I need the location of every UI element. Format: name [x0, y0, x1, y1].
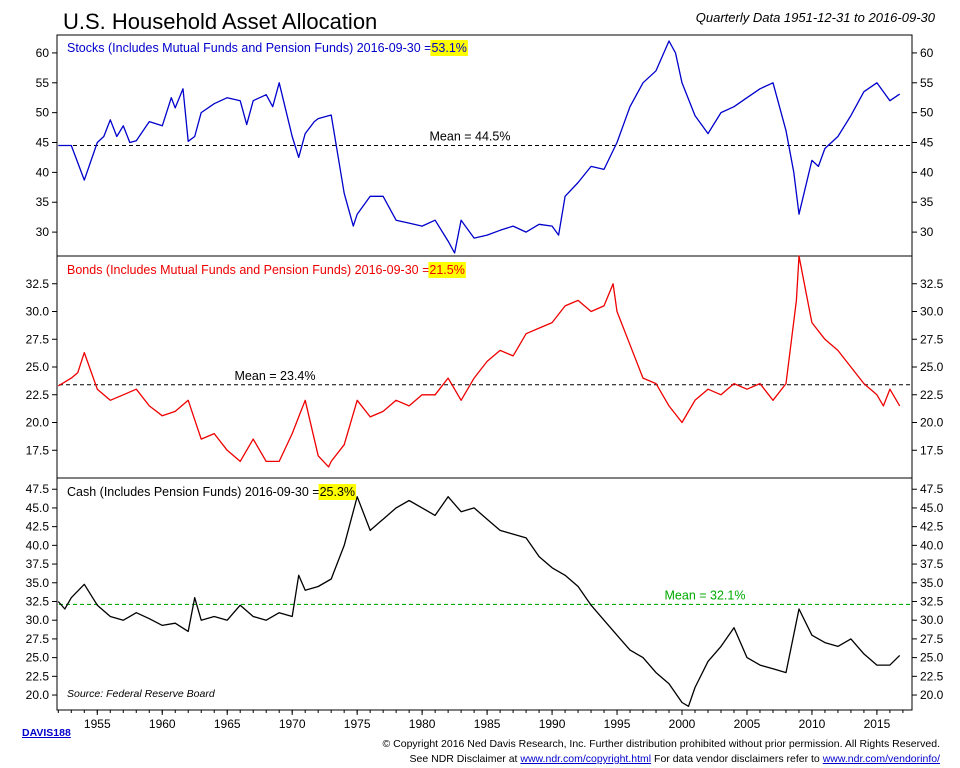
- stocks-ytick-label-right: 30: [920, 225, 934, 239]
- cash-ytick-label-right: 22.5: [920, 669, 944, 683]
- stocks-ytick-label-left: 30: [36, 225, 50, 239]
- stocks-value-highlight: [430, 40, 468, 56]
- stocks-ytick-label-right: 35: [920, 195, 934, 209]
- bonds-ytick-label-left: 17.5: [26, 443, 50, 457]
- stocks-ytick-label-right: 55: [920, 76, 934, 90]
- bonds-ytick-label-right: 20.0: [920, 416, 944, 430]
- bonds-value-highlight: [428, 262, 466, 278]
- cash-ytick-label-left: 32.5: [26, 594, 50, 608]
- cash-ytick-label-left: 42.5: [26, 520, 50, 534]
- bonds-ytick-label-right: 17.5: [920, 443, 944, 457]
- cash-ytick-label-right: 32.5: [920, 594, 944, 608]
- cash-ytick-label-right: 40.0: [920, 538, 944, 552]
- cash-ytick-label-right: 47.5: [920, 482, 944, 496]
- stocks-ytick-label-left: 40: [36, 165, 50, 179]
- bonds-frame: [56, 255, 913, 479]
- bonds-ytick-label-right: 32.5: [920, 277, 944, 291]
- cash-ytick-label-left: 47.5: [26, 482, 50, 496]
- stocks-ytick-label-right: 45: [920, 136, 934, 150]
- copyright-line: © Copyright 2016 Ned Davis Research, Inc…: [382, 738, 941, 750]
- stocks-series-label: Stocks (Includes Mutual Funds and Pensio…: [67, 41, 431, 55]
- cash-value-highlight: [318, 484, 357, 500]
- bonds-mean-label: Mean = 23.4%: [235, 369, 316, 383]
- cash-ytick-label-right: 27.5: [920, 632, 944, 646]
- x-tick-label: 1990: [539, 717, 566, 731]
- x-tick-label: 1960: [149, 717, 176, 731]
- cash-series-label: Cash (Includes Pension Funds) 2016-09-30…: [67, 485, 320, 499]
- reference-code-link[interactable]: DAVIS188: [22, 727, 71, 739]
- chart-title: U.S. Household Asset Allocation: [63, 9, 377, 34]
- stocks-ytick-label-left: 50: [36, 106, 50, 120]
- disclaimer-text-a: See NDR Disclaimer at: [409, 753, 521, 765]
- cash-ytick-label-right: 37.5: [920, 557, 944, 571]
- bonds-ytick-label-right: 22.5: [920, 388, 944, 402]
- disclaimer-line: See NDR Disclaimer at www.ndr.com/copyri…: [410, 753, 940, 765]
- x-tick-label: 1995: [604, 717, 631, 731]
- stocks-ytick-label-left: 45: [36, 136, 50, 150]
- chart-subtitle: Quarterly Data 1951-12-31 to 2016-09-30: [696, 10, 936, 25]
- stocks-last-value: 53.1%: [431, 41, 466, 55]
- cash-frame: [56, 477, 913, 711]
- bonds-ytick-label-right: 27.5: [920, 332, 944, 346]
- stocks-ytick-label-left: 60: [36, 46, 50, 60]
- bonds-ytick-label-right: 30.0: [920, 305, 944, 319]
- cash-ytick-label-right: 45.0: [920, 501, 944, 515]
- vendor-info-link[interactable]: www.ndr.com/vendorinfo/: [822, 753, 940, 765]
- cash-ytick-label-left: 27.5: [26, 632, 50, 646]
- cash-ytick-label-left: 30.0: [26, 613, 50, 627]
- cash-ytick-label-left: 45.0: [26, 501, 50, 515]
- x-tick-label: 1975: [344, 717, 371, 731]
- bonds-ytick-label-left: 27.5: [26, 332, 50, 346]
- bonds-ytick-label-right: 25.0: [920, 360, 944, 374]
- bonds-ytick-label-left: 22.5: [26, 388, 50, 402]
- cash-last-value: 25.3%: [320, 485, 355, 499]
- bonds-panel: 17.5 17.5 20.0 20.0 22.5 22.5 25.0 25.0 27.5 27.5…: [26, 255, 944, 479]
- stocks-ytick-label-left: 35: [36, 195, 50, 209]
- x-tick-label: 2010: [799, 717, 826, 731]
- x-tick-label: 1970: [279, 717, 306, 731]
- cash-ytick-label-right: 20.0: [920, 688, 944, 702]
- cash-series-line: [57, 496, 901, 707]
- cash-ytick-label-left: 22.5: [26, 669, 50, 683]
- x-tick-label: 1985: [474, 717, 501, 731]
- stocks-mean-label: Mean = 44.5%: [430, 130, 511, 144]
- cash-panel: 20.0 20.0 22.5 22.5 25.0 25.0 27.5 27.5 30.0 30.0…: [26, 477, 944, 711]
- x-tick-label: 1955: [84, 717, 111, 731]
- stocks-ytick-label-right: 50: [920, 106, 934, 120]
- cash-ytick-label-left: 40.0: [26, 538, 50, 552]
- bonds-series-line: [57, 255, 901, 468]
- bonds-ytick-label-left: 20.0: [26, 416, 50, 430]
- cash-ytick-label-left: 20.0: [26, 688, 50, 702]
- cash-ytick-label-right: 30.0: [920, 613, 944, 627]
- stocks-ytick-label-right: 40: [920, 165, 934, 179]
- cash-ytick-label-right: 35.0: [920, 576, 944, 590]
- cash-ytick-label-left: 25.0: [26, 651, 50, 665]
- bonds-series-label: Bonds (Includes Mutual Funds and Pension…: [67, 263, 429, 277]
- cash-ytick-label-left: 37.5: [26, 557, 50, 571]
- bonds-last-value: 21.5%: [429, 263, 464, 277]
- stocks-panel: 30 30 35 35 40 40 45 45 50 50 55 55 60 60 Mean = 44.5%…: [36, 34, 934, 257]
- x-tick-label: 2000: [669, 717, 696, 731]
- x-tick-label: 1980: [409, 717, 436, 731]
- bonds-ytick-label-left: 30.0: [26, 305, 50, 319]
- disclaimer-text-b: For data vendor disclaimers refer to: [651, 753, 823, 765]
- cash-ytick-label-left: 35.0: [26, 576, 50, 590]
- x-tick-label: 2015: [864, 717, 891, 731]
- cash-ytick-label-right: 25.0: [920, 651, 944, 665]
- bonds-ytick-label-left: 25.0: [26, 360, 50, 374]
- stocks-series-line: [58, 40, 901, 254]
- copyright-link[interactable]: www.ndr.com/copyright.html: [520, 753, 652, 765]
- stocks-ytick-label-left: 55: [36, 76, 50, 90]
- bonds-ytick-label-left: 32.5: [26, 277, 50, 291]
- source-note: Source: Federal Reserve Board: [67, 688, 216, 700]
- cash-mean-label: Mean = 32.1%: [665, 588, 746, 602]
- x-tick-label: 1965: [214, 717, 241, 731]
- x-tick-label: 2005: [734, 717, 761, 731]
- stocks-ytick-label-right: 60: [920, 46, 934, 60]
- cash-ytick-label-right: 42.5: [920, 520, 944, 534]
